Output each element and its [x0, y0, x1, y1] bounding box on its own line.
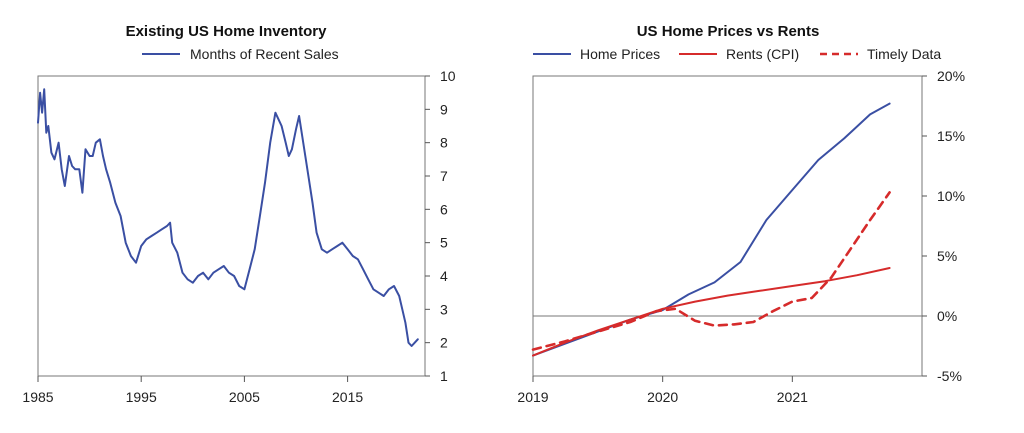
legend-label-months-of-recent-sales: Months of Recent Sales: [190, 46, 339, 62]
y-tick-label: 15%: [937, 128, 965, 144]
chart-title: US Home Prices vs Rents: [637, 23, 820, 40]
x-tick-label: 1995: [126, 389, 157, 405]
y-tick-label: -5%: [937, 368, 962, 384]
x-axis: 2019 2020 2021: [517, 376, 808, 405]
y-tick-label: 6: [440, 201, 448, 217]
series-group: [531, 102, 891, 357]
y-tick-label: 20%: [937, 68, 965, 84]
chart-title: Existing US Home Inventory: [126, 23, 328, 40]
series-line-months-of-recent-sales: [37, 88, 419, 347]
legend-label-home-prices: Home Prices: [580, 46, 660, 62]
y-tick-label: 5%: [937, 248, 957, 264]
y-tick-label: 9: [440, 101, 448, 117]
y-tick-label: 7: [440, 168, 448, 184]
series-group: [37, 88, 419, 347]
x-axis: 1985 1995 2005 2015: [22, 376, 363, 405]
series-line-timely-data: [531, 191, 891, 351]
series-line-home-prices: [532, 102, 891, 357]
plot-frame: [532, 75, 923, 377]
y-tick-label: 5: [440, 235, 448, 251]
legend-label-timely-data: Timely Data: [867, 46, 941, 62]
series-line-rents-cpi: [532, 267, 891, 357]
plot-frame: [37, 75, 426, 377]
chart-inventory: Existing US Home Inventory Months of Rec…: [22, 23, 455, 405]
y-axis: -5% 0% 5% 10% 15% 20%: [922, 68, 965, 384]
x-tick-label: 2005: [229, 389, 260, 405]
y-tick-label: 4: [440, 268, 448, 284]
x-tick-label: 2019: [517, 389, 548, 405]
y-tick-label: 3: [440, 301, 448, 317]
x-tick-label: 2021: [777, 389, 808, 405]
y-tick-label: 0%: [937, 308, 957, 324]
x-tick-label: 1985: [22, 389, 53, 405]
y-axis: 1 2 3 4 5 6 7 8 9 10: [425, 68, 456, 384]
x-tick-label: 2020: [647, 389, 678, 405]
y-tick-label: 8: [440, 135, 448, 151]
chart-prices-vs-rents: US Home Prices vs Rents Home Prices Rent…: [517, 23, 965, 405]
legend-label-rents-cpi: Rents (CPI): [726, 46, 799, 62]
x-tick-label: 2015: [332, 389, 363, 405]
y-tick-label: 10%: [937, 188, 965, 204]
y-tick-label: 2: [440, 335, 448, 351]
y-tick-label: 10: [440, 68, 456, 84]
y-tick-label: 1: [440, 368, 448, 384]
